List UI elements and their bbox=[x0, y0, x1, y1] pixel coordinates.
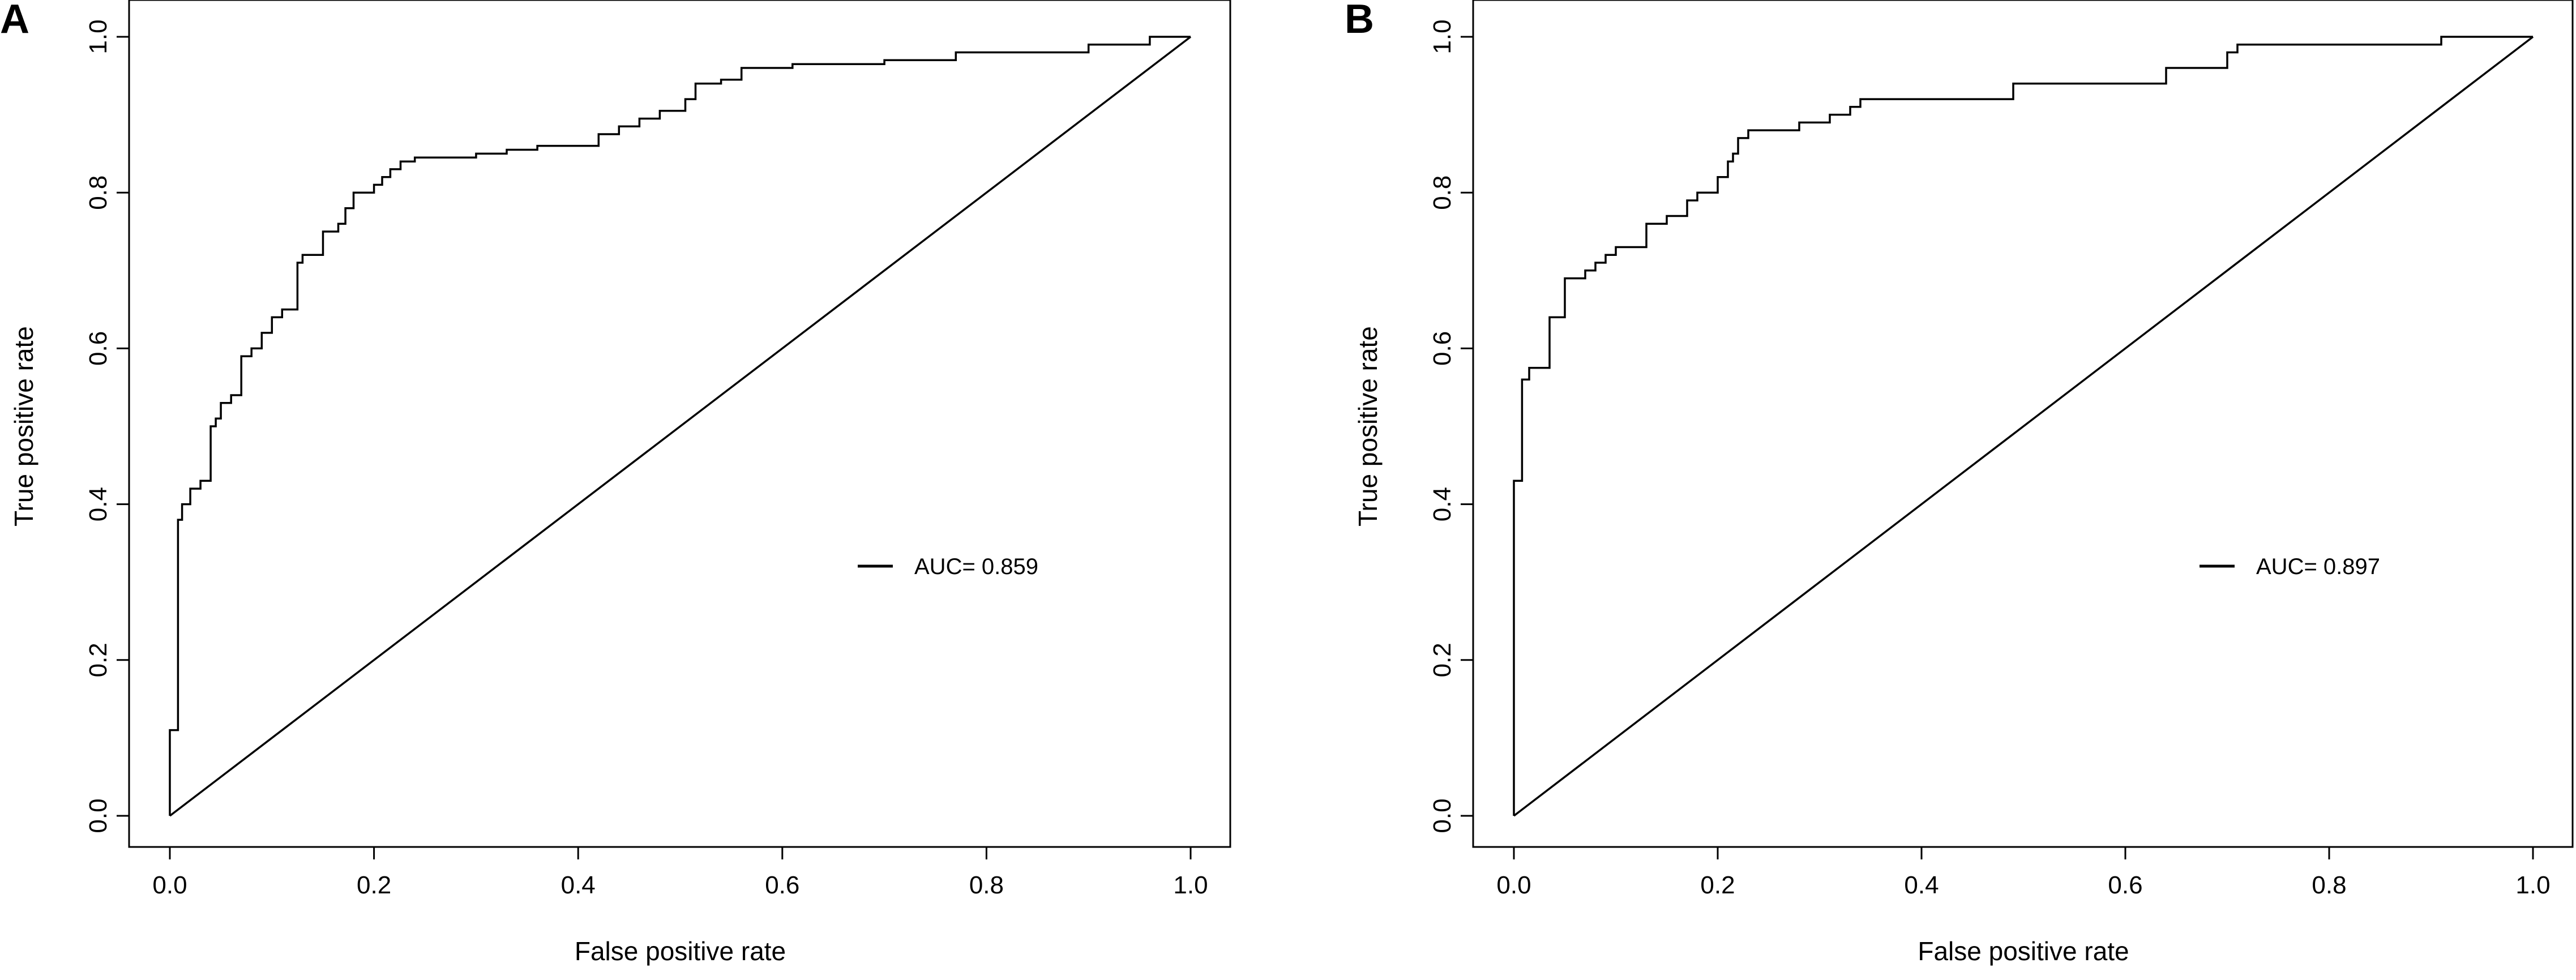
legend-label: AUC= 0.897 bbox=[2256, 554, 2380, 579]
x-axis-title: False positive rate bbox=[575, 936, 786, 966]
y-tick-label: 0.6 bbox=[84, 331, 112, 366]
y-tick-label: 0.0 bbox=[84, 798, 112, 833]
panel-letter: A bbox=[0, 0, 29, 42]
x-axis-title: False positive rate bbox=[1918, 936, 2129, 966]
x-tick-label: 1.0 bbox=[1173, 871, 1208, 899]
legend-label: AUC= 0.859 bbox=[914, 554, 1038, 579]
x-tick-label: 0.4 bbox=[561, 871, 596, 899]
y-tick-label: 0.8 bbox=[1428, 176, 1456, 210]
panel-a: A 0.0 0.2 0.4 0.6 0.8 1.0 0.0 0.2 0.4 0.6 0.8 1.0 Fal… bbox=[0, 0, 1231, 966]
panel-b: B 0.0 0.2 0.4 0.6 0.8 1.0 0.0 0.2 0.4 0.6 0.8 1.0 Fal… bbox=[1345, 0, 2574, 966]
x-tick-label: 0.2 bbox=[1700, 871, 1735, 899]
x-tick-label: 0.6 bbox=[2108, 871, 2142, 899]
diagonal-reference-line bbox=[1513, 36, 2534, 817]
x-tick-label: 1.0 bbox=[2515, 871, 2550, 899]
x-tick-label: 0.0 bbox=[1496, 871, 1531, 899]
y-tick-label: 0.4 bbox=[84, 487, 112, 521]
x-tick-label: 0.2 bbox=[357, 871, 391, 899]
y-tick-label: 0.8 bbox=[84, 176, 112, 210]
plot-frame bbox=[128, 0, 1231, 848]
y-tick-label: 0.6 bbox=[1428, 331, 1456, 366]
roc-curve bbox=[1513, 36, 2533, 816]
diagonal-reference-line bbox=[169, 36, 1192, 817]
y-tick-label: 0.0 bbox=[1428, 798, 1456, 833]
x-tick-label: 0.4 bbox=[1904, 871, 1939, 899]
y-tick-label: 0.4 bbox=[1428, 487, 1456, 521]
x-tick-label: 0.0 bbox=[152, 871, 187, 899]
x-tick-label: 0.8 bbox=[2312, 871, 2346, 899]
roc-curve bbox=[169, 36, 1191, 816]
x-tick-label: 0.6 bbox=[765, 871, 799, 899]
y-tick-label: 0.2 bbox=[1428, 643, 1456, 677]
y-tick-label: 0.2 bbox=[84, 643, 112, 677]
y-tick-label: 1.0 bbox=[84, 19, 112, 54]
panel-letter: B bbox=[1345, 0, 1374, 42]
x-tick-label: 0.8 bbox=[969, 871, 1004, 899]
plot-frame bbox=[1472, 0, 2574, 848]
y-tick-label: 1.0 bbox=[1428, 19, 1456, 54]
y-axis-title: True positive rate bbox=[1353, 326, 1383, 527]
y-axis-title: True positive rate bbox=[9, 326, 38, 527]
